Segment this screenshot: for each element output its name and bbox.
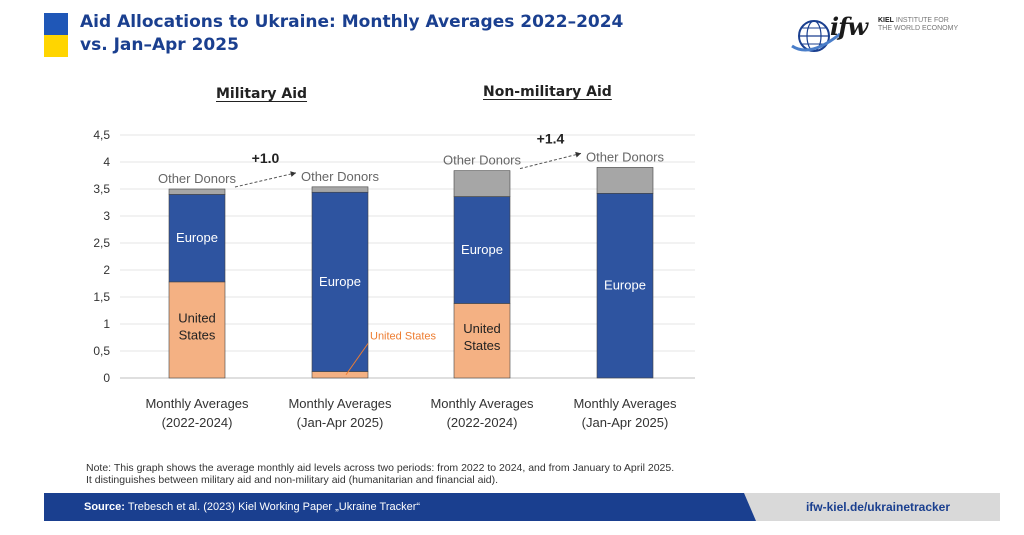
data-label-europe: Europe — [319, 274, 361, 289]
ifw-logo: ifw KIEL INSTITUTE FOR THE WORLD ECONOMY — [790, 8, 980, 64]
x-tick-label: (Jan-Apr 2025) — [297, 415, 384, 430]
bar-segment-europe — [168, 194, 226, 283]
title-line-1: Aid Allocations to Ukraine: Monthly Aver… — [80, 12, 624, 32]
change-annotation-label: +1.4 — [537, 130, 565, 146]
data-label-europe: Europe — [461, 242, 503, 257]
bar-segment-other-donors — [311, 186, 369, 193]
y-tick-label: 1 — [103, 317, 110, 331]
flag-blue-stripe — [44, 13, 68, 35]
flag-yellow-stripe — [44, 35, 68, 57]
data-label-united-states: States — [179, 327, 216, 342]
y-tick-label: 4,5 — [93, 128, 110, 142]
logo-mark: ifw — [830, 12, 868, 41]
leader-line — [345, 343, 369, 376]
y-tick-label: 4 — [103, 155, 110, 169]
x-tick-label: Monthly Averages — [573, 396, 677, 411]
y-tick-label: 3 — [103, 209, 110, 223]
page-title: Aid Allocations to Ukraine: Monthly Aver… — [80, 11, 623, 57]
bar-segment-other-donors — [596, 167, 654, 194]
source-section: Source: Trebesch et al. (2023) Kiel Work… — [44, 493, 756, 521]
bar-segment-europe — [596, 193, 654, 379]
y-tick-label: 0 — [103, 371, 110, 385]
y-tick-label: 0,5 — [93, 344, 110, 358]
footer-divider — [744, 493, 756, 521]
data-label-other-donors: Other Donors — [443, 153, 522, 168]
bar-segment-europe — [453, 196, 511, 304]
logo-org-name: KIEL INSTITUTE FOR THE WORLD ECONOMY — [878, 17, 959, 32]
x-tick-label: (2022-2024) — [162, 415, 233, 430]
tracker-link[interactable]: ifw-kiel.de/ukrainetracker — [756, 493, 1000, 521]
bar-segment-united-states — [168, 281, 226, 379]
data-label-europe: Europe — [176, 230, 218, 245]
data-label-united-states: States — [464, 338, 501, 353]
bar-segment-other-donors — [168, 188, 226, 195]
y-tick-label: 3,5 — [93, 182, 110, 196]
data-label-other-donors: Other Donors — [301, 169, 380, 184]
group-title-non-military: Non-military Aid — [483, 84, 612, 100]
group-title-military: Military Aid — [216, 86, 308, 102]
chart-note: Note: This graph shows the average month… — [86, 462, 946, 486]
data-label-united-states: United — [178, 310, 216, 325]
source-text: Trebesch et al. (2023) Kiel Working Pape… — [124, 501, 421, 513]
bar-segment-united-states — [311, 371, 369, 379]
arrowhead-icon — [290, 171, 296, 177]
data-label-united-states: United States — [370, 331, 437, 343]
y-tick-label: 1,5 — [93, 290, 110, 304]
note-line-1: Note: This graph shows the average month… — [86, 462, 675, 474]
globe-icon — [791, 20, 841, 52]
change-annotation-label: +1.0 — [252, 150, 280, 166]
bar-segment-united-states — [453, 303, 511, 379]
stacked-bar-chart: 0 0,5 1 1,5 2 2,5 3 3,5 4 4,5 Monthly Averages (202… — [93, 128, 695, 430]
change-arrow-line — [234, 172, 297, 188]
data-label-europe: Europe — [604, 278, 646, 293]
change-arrow-line — [519, 152, 582, 170]
x-tick-label: Monthly Averages — [288, 396, 392, 411]
title-line-2: vs. Jan–Apr 2025 — [80, 35, 239, 55]
data-label-united-states: United — [463, 321, 501, 336]
x-tick-label: Monthly Averages — [145, 396, 249, 411]
y-tick-label: 2,5 — [93, 236, 110, 250]
note-line-2: It distinguishes between military aid an… — [86, 474, 499, 486]
arrowhead-icon — [575, 151, 581, 158]
x-tick-label: (2022-2024) — [447, 415, 518, 430]
x-tick-label: Monthly Averages — [430, 396, 534, 411]
data-label-other-donors: Other Donors — [586, 149, 665, 164]
data-label-other-donors: Other Donors — [158, 171, 237, 186]
footer-bar: Source: Trebesch et al. (2023) Kiel Work… — [44, 493, 1000, 521]
source-label: Source: — [84, 501, 125, 513]
y-tick-label: 2 — [103, 263, 110, 277]
bar-segment-europe — [311, 191, 369, 372]
bar-segment-other-donors — [453, 170, 511, 197]
x-tick-label: (Jan-Apr 2025) — [582, 415, 669, 430]
